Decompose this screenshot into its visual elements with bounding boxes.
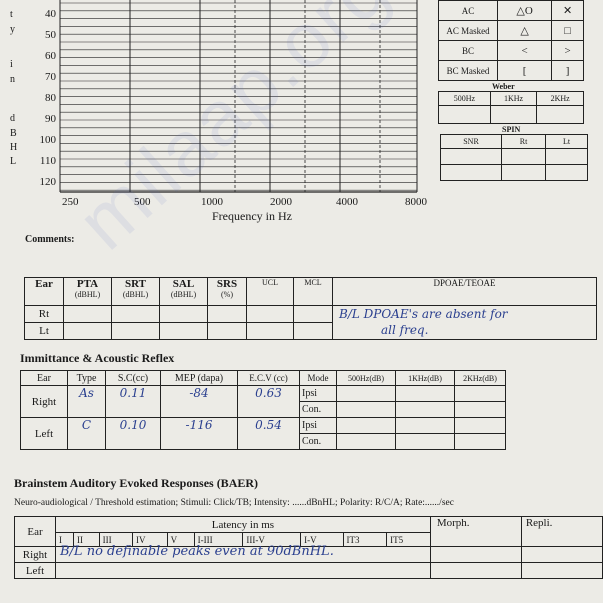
square-icon: □: [551, 20, 584, 41]
side-letter: B: [10, 128, 17, 139]
baer-col-header: IT5: [386, 532, 431, 547]
speech-h-ear: Ear: [24, 277, 64, 306]
baer-col-header: IT3: [342, 532, 388, 547]
bracket-left-icon: [: [496, 60, 553, 81]
symbol-legend: AC △O ✕ AC Masked △ □ BC < > BC Masked […: [438, 0, 584, 81]
bc-right-icon: >: [551, 40, 584, 61]
side-letter: t: [10, 9, 13, 20]
baer-table: Ear Latency in ms Morph. Repli. I II III IV…: [14, 516, 603, 579]
freq-label: 8000: [405, 196, 427, 208]
db-label: 90: [45, 113, 56, 125]
db-label: 40: [45, 8, 56, 20]
bc-left-icon: <: [496, 40, 553, 61]
spin-box: SPIN SNR Rt Lt: [440, 125, 588, 181]
side-letter: i: [10, 59, 13, 70]
audiogram-xlabel: Frequency in Hz: [212, 209, 292, 223]
baer-subtitle: Neuro-audiological / Threshold estimatio…: [14, 498, 454, 508]
dpoae-note-1: B/L DPOAE's are absent for: [339, 307, 508, 321]
legend-ac-masked: AC Masked: [438, 20, 498, 41]
legend-bc-masked: BC Masked: [438, 60, 498, 81]
freq-label: 2000: [270, 196, 292, 208]
db-label: 100: [39, 134, 57, 146]
side-letter: L: [10, 156, 17, 167]
legend-ac: AC: [438, 0, 498, 21]
side-letter: H: [10, 142, 18, 153]
weber-box: Weber 500Hz 1KHz 2KHz: [438, 82, 584, 124]
triangle-icon: △: [496, 20, 553, 41]
dpoae-note-2: all freq.: [381, 323, 429, 337]
freq-label: 500: [134, 196, 151, 208]
db-label: 80: [45, 92, 56, 104]
bracket-right-icon: ]: [551, 60, 584, 81]
db-label: 110: [39, 155, 56, 167]
comments-label: Comments:: [25, 234, 75, 245]
freq-label: 4000: [336, 196, 358, 208]
ac-symbols-icon: △O: [496, 0, 553, 21]
db-label: 60: [45, 50, 56, 62]
side-letter: n: [10, 74, 15, 85]
side-letter: d: [10, 113, 15, 124]
audiogram-grid: [59, 0, 418, 193]
freq-label: 250: [62, 196, 79, 208]
immittance-table: Ear Type S.C(cc) MEP (dapa) E.C.V (cc) M…: [20, 370, 506, 450]
ac-x-icon: ✕: [551, 0, 584, 21]
baer-title: Brainstem Auditory Evoked Responses (BAE…: [14, 476, 259, 490]
db-label: 120: [39, 176, 57, 188]
db-label: 70: [45, 71, 56, 83]
speech-table: Ear PTA (dBHL) SRT (dBHL) SAL (dBHL) SRS (%)…: [24, 277, 597, 340]
immittance-title: Immittance & Acoustic Reflex: [20, 351, 175, 365]
legend-bc: BC: [438, 40, 498, 61]
side-letter: y: [10, 24, 15, 35]
db-label: 50: [45, 29, 56, 41]
baer-right-note: B/L no definable peaks even at 90dBnHL.: [60, 544, 334, 559]
freq-label: 1000: [201, 196, 223, 208]
